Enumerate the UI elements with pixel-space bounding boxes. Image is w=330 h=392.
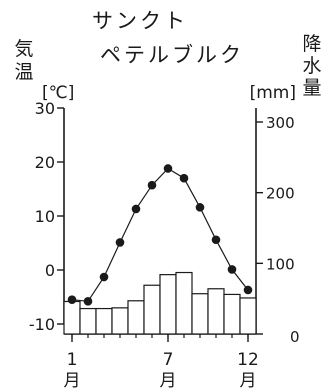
left-axis-unit: [℃] — [42, 83, 74, 103]
precipitation-tick-label: 200 — [266, 185, 295, 203]
precipitation-bars — [63, 271, 257, 335]
precipitation-bar-8 — [175, 271, 193, 335]
precipitation-tick-label: 100 — [266, 255, 295, 273]
temperature-point-12 — [243, 285, 253, 295]
temperature-tick-label: 10 — [35, 207, 55, 226]
month-unit-label: 月 — [64, 371, 81, 391]
temperature-point-4 — [115, 238, 125, 247]
month-unit-label: 月 — [160, 371, 177, 391]
temperature-tick-label: 30 — [35, 99, 55, 118]
precipitation-tick-label: 0 — [290, 328, 300, 346]
temperature-point-8 — [179, 173, 189, 183]
precipitation-bar-5 — [127, 300, 145, 335]
precipitation-bar-4 — [111, 307, 129, 335]
precipitation-bar-11 — [223, 293, 241, 335]
left-axis-label-char-1: 気 — [14, 38, 33, 60]
temperature-points — [67, 164, 253, 306]
month-tick-label: 12 — [237, 350, 259, 370]
temperature-point-3 — [99, 272, 109, 282]
precipitation-bar-3 — [95, 307, 113, 335]
month-tick-label: 7 — [163, 350, 174, 370]
temperature-point-1 — [67, 295, 77, 305]
month-tick-label: 1 — [67, 350, 78, 370]
precipitation-bar-9 — [191, 293, 209, 335]
precipitation-bar-2 — [79, 307, 97, 335]
chart-title-line-2: ペテルブルク — [100, 43, 244, 67]
temperature-tick-label: 20 — [35, 153, 55, 172]
precipitation-axis-ticks: 0 100 200 300 — [256, 114, 300, 346]
right-axis-label-char-2: 水 — [302, 55, 321, 77]
temperature-tick-label: -10 — [29, 315, 55, 334]
precipitation-bar-12 — [239, 297, 257, 335]
temperature-point-5 — [131, 204, 141, 214]
temperature-line — [71, 167, 249, 302]
temperature-point-6 — [147, 180, 157, 190]
left-axis-label-char-2: 温 — [14, 61, 33, 83]
temperature-axis-ticks: -10 0 10 20 30 — [29, 99, 64, 334]
temperature-point-9 — [195, 203, 205, 212]
right-axis-label-char-3: 量 — [302, 77, 321, 99]
temperature-point-7 — [163, 164, 173, 173]
temperature-point-11 — [227, 265, 237, 274]
temperature-point-2 — [83, 297, 93, 306]
right-axis-label-char-1: 降 — [302, 33, 321, 55]
precipitation-bar-7 — [159, 274, 177, 335]
precipitation-bar-6 — [143, 284, 161, 335]
temperature-tick-label: 0 — [45, 261, 55, 280]
precipitation-bar-1 — [63, 300, 81, 335]
right-axis-unit: [mm] — [250, 83, 296, 103]
chart-title-line-1: サンクト — [92, 9, 188, 33]
precipitation-tick-label: 300 — [266, 114, 295, 132]
precipitation-bar-10 — [207, 288, 225, 335]
temperature-point-10 — [211, 235, 221, 245]
month-unit-label: 月 — [240, 371, 257, 391]
